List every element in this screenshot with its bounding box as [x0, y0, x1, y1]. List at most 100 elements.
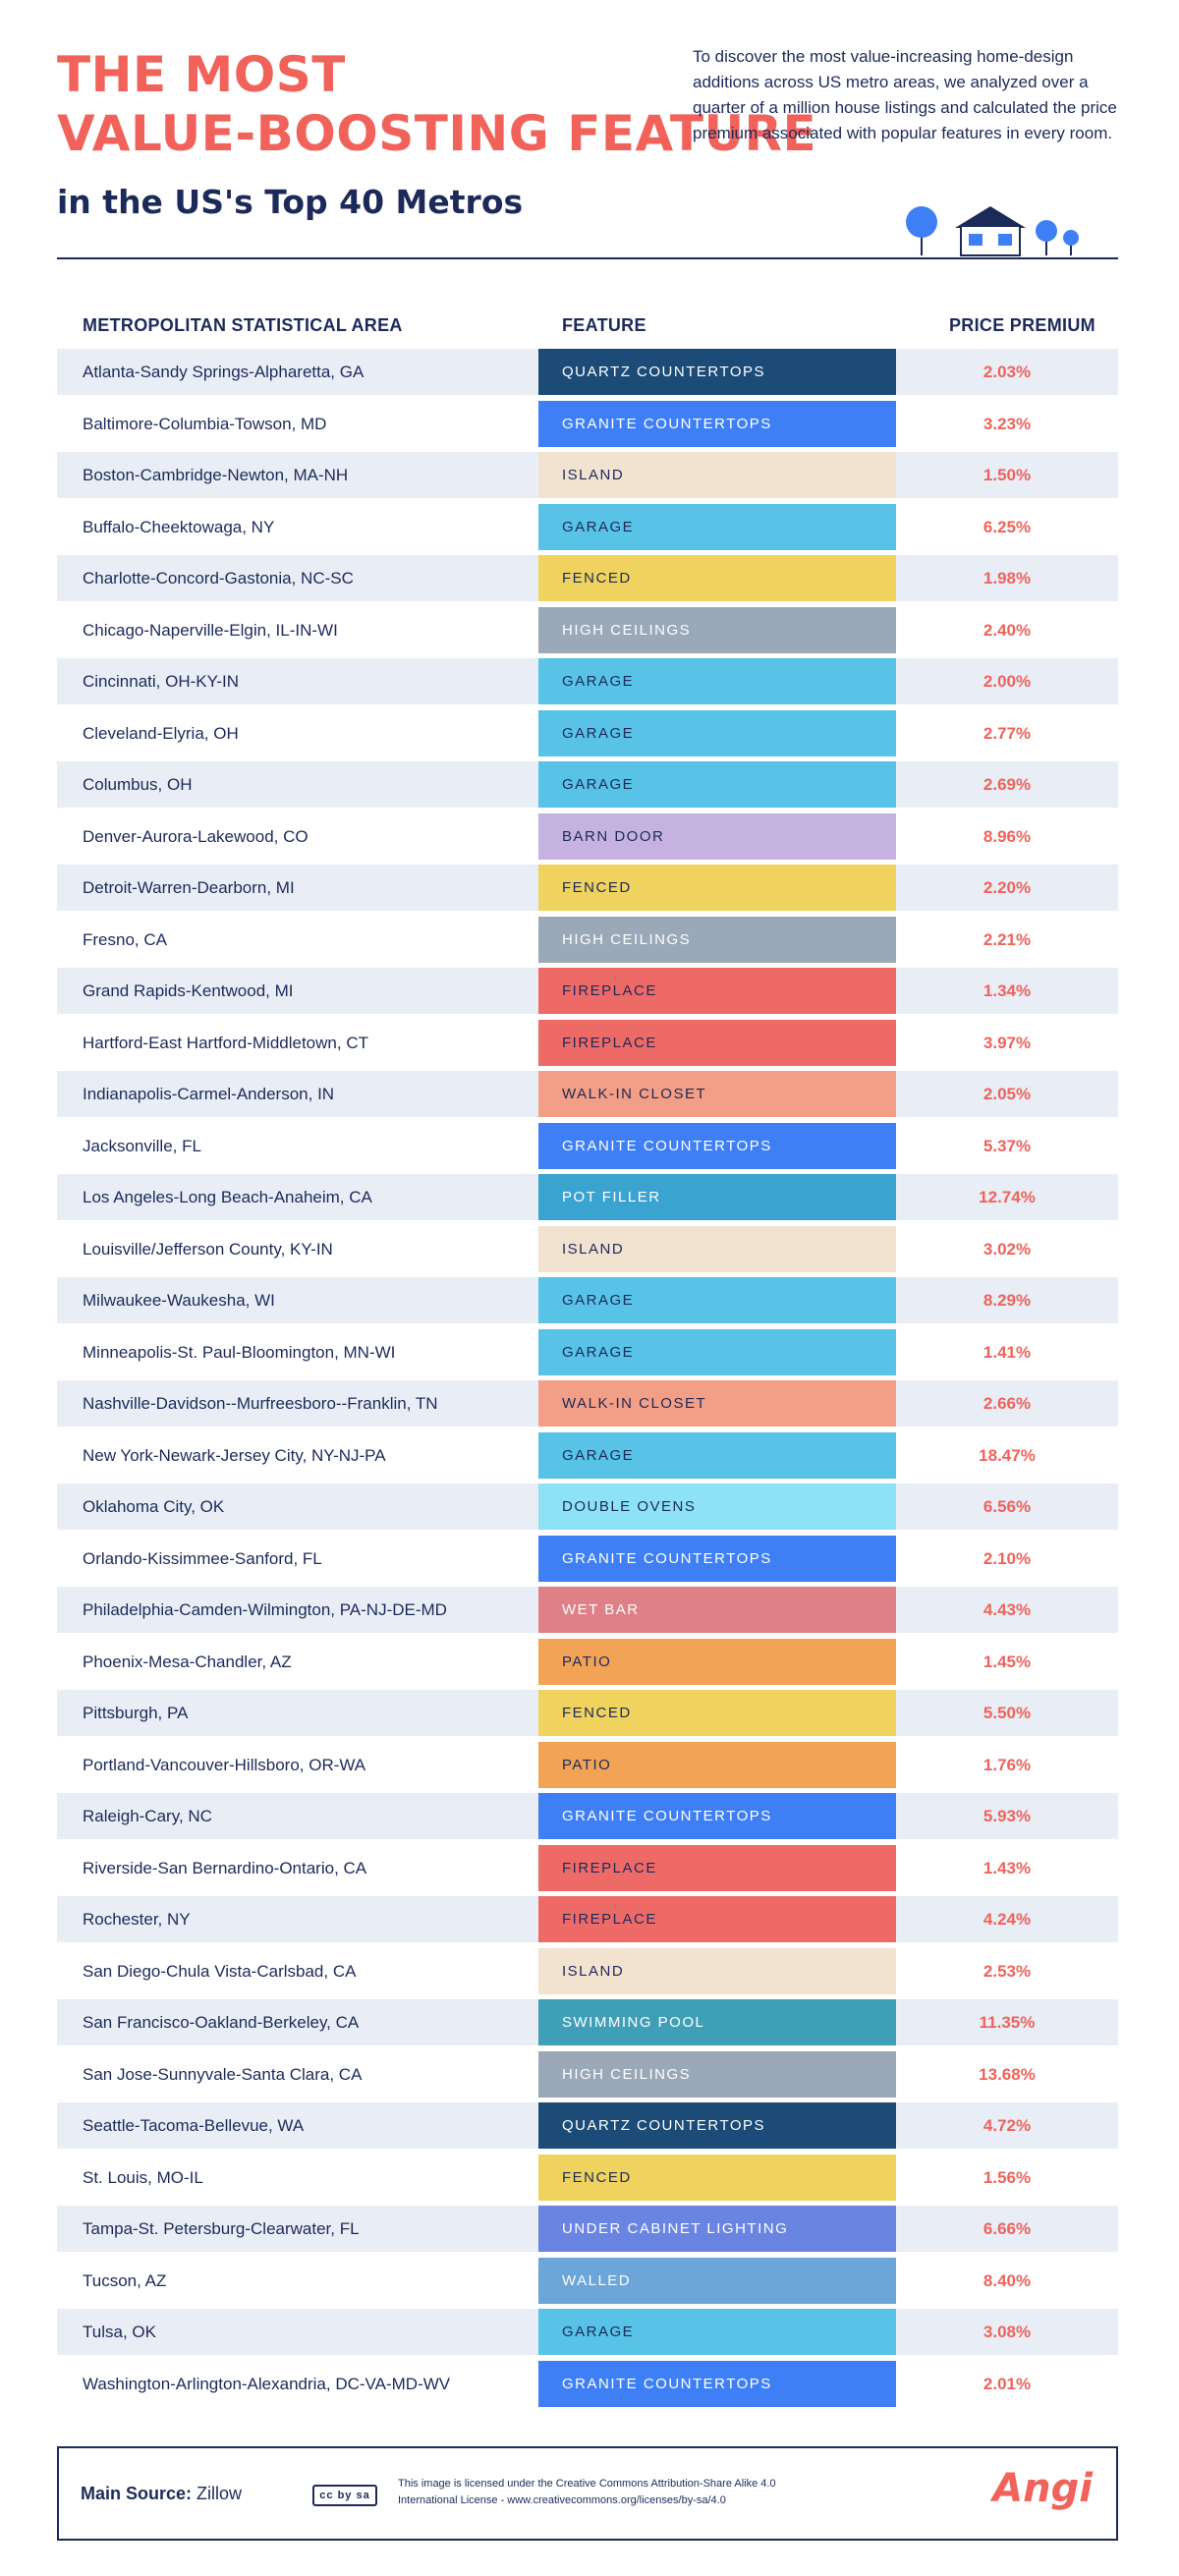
table-row: Minneapolis-St. Paul-Bloomington, MN-WI G…	[57, 1328, 1118, 1381]
table-row: Los Angeles-Long Beach-Anaheim, CA POT FI…	[57, 1174, 1118, 1226]
feature-tag: GARAGE	[538, 1431, 896, 1479]
price-premium: 2.00%	[982, 672, 1032, 691]
metro-name: New York-Newark-Jersey City, NY-NJ-PA	[83, 1445, 386, 1465]
feature-tag: GRANITE COUNTERTOPS	[538, 1793, 896, 1839]
price-premium: 1.43%	[982, 1858, 1032, 1877]
source-line: Main Source: Zillow	[81, 2448, 242, 2539]
feature-tag: QUARTZ COUNTERTOPS	[538, 349, 896, 395]
angi-logo: Angi	[992, 2466, 1093, 2511]
table-row: Indianapolis-Carmel-Anderson, IN WALK-IN …	[57, 1071, 1118, 1123]
price-premium: 4.43%	[982, 1600, 1032, 1619]
metro-name: Philadelphia-Camden-Wilmington, PA-NJ-DE…	[83, 1600, 447, 1619]
price-premium: 2.53%	[982, 1961, 1032, 1981]
metro-name: Portland-Vancouver-Hillsboro, OR-WA	[83, 1755, 366, 1774]
price-premium: 2.03%	[982, 363, 1032, 381]
table-row: Tucson, AZ WALLED 8.40%	[57, 2257, 1118, 2310]
header-divider	[57, 257, 1118, 259]
table-row: San Francisco-Oakland-Berkeley, CA SWIMMI…	[57, 1999, 1118, 2051]
table-row: Grand Rapids-Kentwood, MI FIREPLACE 1.34%	[57, 968, 1118, 1020]
feature-tag: GRANITE COUNTERTOPS	[538, 2360, 896, 2407]
metro-name: Cleveland-Elyria, OH	[83, 723, 239, 743]
feature-tag: GARAGE	[538, 761, 896, 808]
table-row: St. Louis, MO-IL FENCED 1.56%	[57, 2154, 1118, 2207]
data-table: Atlanta-Sandy Springs-Alpharetta, GA QUAR…	[57, 349, 1118, 2412]
metro-name: Indianapolis-Carmel-Anderson, IN	[83, 1085, 335, 1103]
title-line-2: VALUE-BOOSTING FEATURE	[57, 105, 817, 162]
table-row: Chicago-Naperville-Elgin, IL-IN-WI HIGH C…	[57, 606, 1118, 659]
metro-name: San Francisco-Oakland-Berkeley, CA	[83, 2013, 360, 2032]
feature-tag: HIGH CEILINGS	[538, 916, 896, 963]
feature-tag: ISLAND	[538, 452, 896, 498]
table-row: Philadelphia-Camden-Wilmington, PA-NJ-DE…	[57, 1587, 1118, 1639]
column-header-feature: FEATURE	[562, 315, 646, 335]
metro-name: Boston-Cambridge-Newton, MA-NH	[83, 466, 349, 484]
feature-tag: FENCED	[538, 555, 896, 601]
feature-tag: GARAGE	[538, 503, 896, 550]
price-premium: 18.47%	[979, 1445, 1036, 1465]
price-premium: 8.96%	[982, 826, 1032, 846]
table-row: Charlotte-Concord-Gastonia, NC-SC FENCED 1…	[57, 555, 1118, 607]
metro-name: Washington-Arlington-Alexandria, DC-VA-M…	[83, 2374, 451, 2393]
feature-tag: FIREPLACE	[538, 1844, 896, 1891]
metro-name: Grand Rapids-Kentwood, MI	[83, 981, 294, 1000]
feature-tag: GARAGE	[538, 1328, 896, 1375]
feature-tag: GARAGE	[538, 658, 896, 704]
price-premium: 2.40%	[982, 620, 1032, 640]
table-row: Tampa-St. Petersburg-Clearwater, FL UNDER…	[57, 2206, 1118, 2258]
feature-tag: HIGH CEILINGS	[538, 2050, 896, 2098]
table-row: Jacksonville, FL GRANITE COUNTERTOPS 5.37%	[57, 1122, 1118, 1175]
metro-name: Riverside-San Bernardino-Ontario, CA	[83, 1858, 367, 1877]
feature-tag: FENCED	[538, 865, 896, 911]
metro-name: Atlanta-Sandy Springs-Alpharetta, GA	[83, 363, 365, 381]
cc-license-badge: cc by sa	[312, 2485, 377, 2506]
feature-tag: BARN DOOR	[538, 812, 896, 860]
table-row: Cincinnati, OH-KY-IN GARAGE 2.00%	[57, 658, 1118, 710]
source-label: Main Source:	[81, 2484, 193, 2503]
price-premium: 5.93%	[982, 1807, 1032, 1825]
column-header-premium: PRICE PREMIUM	[949, 315, 1095, 335]
table-row: Tulsa, OK GARAGE 3.08%	[57, 2309, 1118, 2361]
table-row: Atlanta-Sandy Springs-Alpharetta, GA QUAR…	[57, 349, 1118, 401]
metro-name: Columbus, OH	[83, 775, 193, 794]
price-premium: 5.50%	[982, 1704, 1032, 1722]
feature-tag: PATIO	[538, 1638, 896, 1685]
price-premium: 13.68%	[979, 2064, 1036, 2084]
metro-name: Detroit-Warren-Dearborn, MI	[83, 878, 295, 897]
metro-name: Tampa-St. Petersburg-Clearwater, FL	[83, 2219, 360, 2238]
price-premium: 2.66%	[982, 1394, 1032, 1413]
metro-name: Orlando-Kissimmee-Sanford, FL	[83, 1548, 322, 1568]
feature-tag: WALLED	[538, 2257, 896, 2304]
intro-text: To discover the most value-increasing ho…	[693, 47, 1117, 142]
feature-tag: GRANITE COUNTERTOPS	[538, 400, 896, 447]
price-premium: 6.66%	[982, 2219, 1032, 2238]
price-premium: 2.20%	[982, 878, 1032, 897]
price-premium: 3.08%	[982, 2323, 1032, 2341]
metro-name: Minneapolis-St. Paul-Bloomington, MN-WI	[83, 1342, 396, 1362]
column-header-metro: METROPOLITAN STATISTICAL AREA	[83, 315, 403, 335]
feature-tag: GARAGE	[538, 1277, 896, 1323]
metro-name: Seattle-Tacoma-Bellevue, WA	[83, 2116, 305, 2135]
table-row: Orlando-Kissimmee-Sanford, FL GRANITE COU…	[57, 1535, 1118, 1588]
metro-name: Baltimore-Columbia-Towson, MD	[83, 414, 327, 433]
metro-name: Los Angeles-Long Beach-Anaheim, CA	[83, 1188, 372, 1206]
feature-tag: FENCED	[538, 1690, 896, 1736]
feature-tag: ISLAND	[538, 1947, 896, 1994]
metro-name: Oklahoma City, OK	[83, 1497, 225, 1516]
table-row: Louisville/Jefferson County, KY-IN ISLAND…	[57, 1225, 1118, 1278]
price-premium: 4.24%	[982, 1910, 1032, 1929]
table-row: Raleigh-Cary, NC GRANITE COUNTERTOPS 5.93%	[57, 1793, 1118, 1845]
feature-tag: GRANITE COUNTERTOPS	[538, 1122, 896, 1169]
table-row: Pittsburgh, PA FENCED 5.50%	[57, 1690, 1118, 1742]
feature-tag: FIREPLACE	[538, 1896, 896, 1942]
table-row: Denver-Aurora-Lakewood, CO BARN DOOR 8.96%	[57, 812, 1118, 866]
feature-tag: HIGH CEILINGS	[538, 606, 896, 653]
metro-name: Fresno, CA	[83, 929, 167, 949]
table-row: Cleveland-Elyria, OH GARAGE 2.77%	[57, 709, 1118, 762]
feature-tag: SWIMMING POOL	[538, 1999, 896, 2045]
price-premium: 8.29%	[982, 1291, 1032, 1310]
price-premium: 2.10%	[982, 1548, 1032, 1568]
metro-name: Tulsa, OK	[83, 2323, 156, 2341]
feature-tag: ISLAND	[538, 1225, 896, 1272]
metro-name: Denver-Aurora-Lakewood, CO	[83, 826, 309, 846]
price-premium: 3.97%	[982, 1033, 1032, 1052]
